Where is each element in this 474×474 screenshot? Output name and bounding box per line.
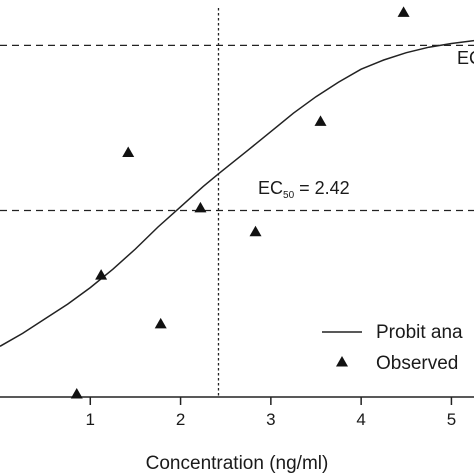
- x-tick-label-5: 5: [447, 410, 456, 429]
- observed-point-8: [397, 6, 410, 17]
- observed-point-3: [122, 146, 135, 158]
- x-tick-label-4: 4: [356, 410, 365, 429]
- x-tick-label-1: 1: [86, 410, 95, 429]
- observed-point-6: [249, 225, 262, 237]
- legend-triangle-swatch: [336, 356, 348, 367]
- ec-annotation: EC: [457, 48, 474, 68]
- legend-label-probit: Probit ana: [376, 322, 463, 343]
- data-series: [0, 6, 474, 399]
- observed-point-4: [154, 317, 167, 329]
- observed-point-2: [95, 269, 108, 280]
- legend-label-observed: Observed: [376, 353, 458, 374]
- x-axis: 1 2 3 4 5: [0, 396, 474, 429]
- ec50-annotation: EC50 = 2.42: [258, 178, 350, 201]
- annotations: EC50 = 2.42 EC: [258, 48, 474, 201]
- legend: Probit ana Observed: [322, 322, 463, 374]
- x-axis-label: Concentration (ng/ml): [146, 453, 329, 474]
- probit-curve: [0, 39, 474, 347]
- observed-point-5: [194, 201, 207, 213]
- x-tick-label-2: 2: [176, 410, 185, 429]
- observed-point-1: [70, 388, 83, 399]
- x-tick-label-3: 3: [266, 410, 275, 429]
- observed-point-7: [314, 115, 327, 126]
